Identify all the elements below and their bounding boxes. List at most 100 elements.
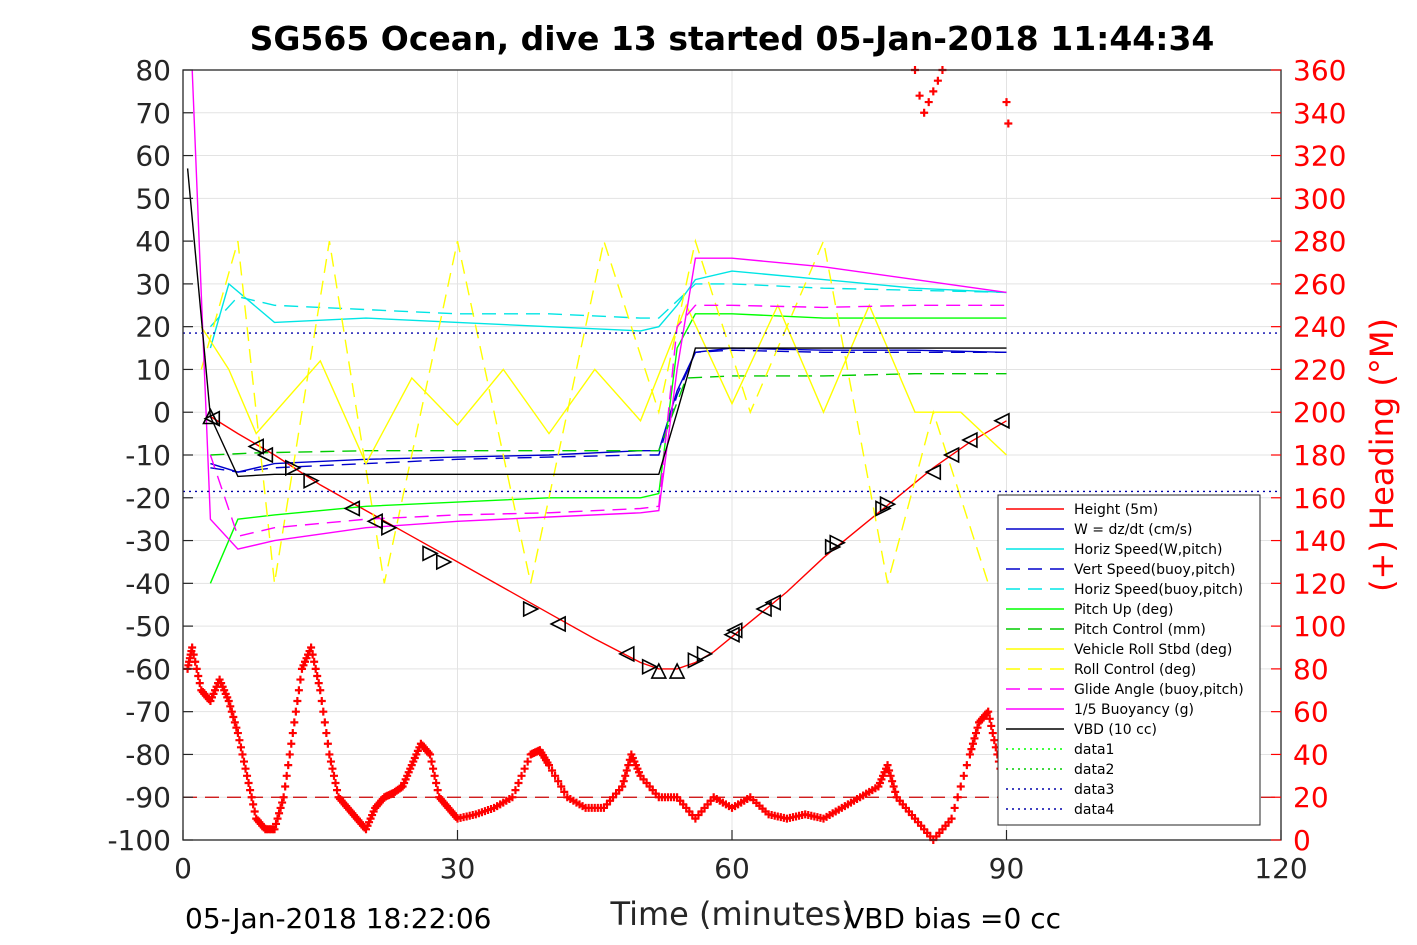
heading-point <box>319 707 328 716</box>
y-tick-label-right: 40 <box>1293 738 1329 771</box>
chart-title: SG565 Ocean, dive 13 started 05-Jan-2018… <box>250 19 1215 58</box>
plot-area <box>183 66 1281 844</box>
dive-marker <box>256 446 274 464</box>
heading-point <box>962 761 971 770</box>
heading-point <box>191 657 200 666</box>
dive-marker <box>924 463 942 481</box>
heading-point <box>560 787 569 796</box>
heading-point <box>988 729 997 738</box>
heading-point <box>924 98 933 107</box>
heading-point <box>545 761 553 770</box>
dive-marker <box>650 662 668 679</box>
heading-point <box>226 702 235 711</box>
heading-point <box>331 778 340 787</box>
heading-point <box>622 766 631 775</box>
y-tick-label-right: 60 <box>1293 696 1329 729</box>
heading-point <box>517 771 526 780</box>
y-tick-label-right: 140 <box>1293 525 1346 558</box>
legend-label: Pitch Up (deg) <box>1074 602 1173 618</box>
heading-point <box>291 707 300 716</box>
dive-marker <box>687 652 705 669</box>
legend-label: Pitch Control (mm) <box>1074 622 1206 638</box>
heading-point <box>970 734 979 743</box>
legend-label: Roll Control (deg) <box>1074 662 1196 678</box>
series-line <box>210 349 1007 473</box>
heading-point <box>270 825 279 834</box>
heading-point <box>511 786 520 795</box>
dive-marker <box>879 495 897 513</box>
legend-label: W = dz/dt (cm/s) <box>1074 522 1193 538</box>
heading-point <box>311 664 320 673</box>
heading-point <box>195 679 204 688</box>
dive-marker <box>961 431 978 449</box>
heading-point <box>247 793 256 802</box>
heading-point <box>915 91 924 100</box>
y-tick-label-left: 30 <box>135 268 171 301</box>
heading-point <box>886 771 895 780</box>
y-tick-label-right: 100 <box>1293 610 1346 643</box>
dive-marker <box>696 645 714 663</box>
y-tick-label-left: -60 <box>125 653 171 686</box>
y-tick-label-left: 10 <box>135 353 171 386</box>
y-axis-right-label: (+) Heading (°M) <box>1363 318 1401 592</box>
dive-marker <box>764 594 781 611</box>
y-tick-label-right: 240 <box>1293 311 1346 344</box>
dive-marker <box>942 446 960 464</box>
heading-point <box>933 76 942 85</box>
heading-point <box>965 750 974 759</box>
footer-timestamp: 05-Jan-2018 18:22:06 <box>185 902 491 935</box>
heading-point <box>282 771 291 780</box>
series-line <box>210 373 1007 456</box>
x-tick-label: 60 <box>714 852 750 885</box>
series-line <box>186 168 1007 478</box>
heading-point <box>959 771 968 780</box>
y-tick-label-left: 50 <box>135 182 171 215</box>
heading-point <box>883 761 892 770</box>
heading-point <box>288 729 297 738</box>
heading-point <box>296 675 305 684</box>
heading-point <box>427 757 436 766</box>
heading-point <box>956 782 965 791</box>
dive-marker <box>875 500 892 517</box>
heading-point <box>224 696 233 705</box>
y-tick-label-left: -90 <box>125 781 171 814</box>
dive-marker <box>381 519 398 537</box>
heading-point <box>514 778 523 787</box>
heading-point <box>276 803 285 812</box>
series-line <box>209 313 1007 584</box>
dive-marker <box>285 459 302 477</box>
heading-point <box>950 803 959 812</box>
heading-point <box>323 739 332 748</box>
heading-point <box>307 643 316 652</box>
heading-point <box>968 739 977 748</box>
heading-point <box>243 771 252 780</box>
dive-marker <box>422 545 439 562</box>
y-tick-label-left: -10 <box>125 439 171 472</box>
dive-marker <box>303 472 320 489</box>
dive-marker <box>993 412 1010 430</box>
series-line <box>209 283 1007 328</box>
legend-label: Height (5m) <box>1074 502 1158 518</box>
heading-point <box>233 729 242 738</box>
y-tick-label-right: 220 <box>1293 353 1346 386</box>
dive-marker <box>824 538 842 556</box>
heading-point <box>232 723 241 732</box>
heading-point <box>548 766 557 775</box>
legend-label: data1 <box>1074 742 1114 758</box>
y-tick-label-right: 200 <box>1293 396 1346 429</box>
heading-point <box>313 672 322 681</box>
y-tick-label-left: 40 <box>135 225 171 258</box>
heading-point <box>987 721 996 730</box>
legend-label: Glide Angle (buoy,pitch) <box>1074 682 1244 698</box>
y-tick-label-left: -50 <box>125 610 171 643</box>
heading-point <box>194 672 203 681</box>
dive-marker <box>725 622 743 639</box>
heading-point <box>272 819 281 828</box>
dive-marker <box>343 500 361 517</box>
heading-point <box>621 771 630 780</box>
x-tick-label: 120 <box>1254 852 1307 885</box>
heading-point <box>624 761 633 770</box>
y-tick-label-right: 160 <box>1293 482 1346 515</box>
heading-point <box>320 718 329 727</box>
heading-point <box>287 739 296 748</box>
